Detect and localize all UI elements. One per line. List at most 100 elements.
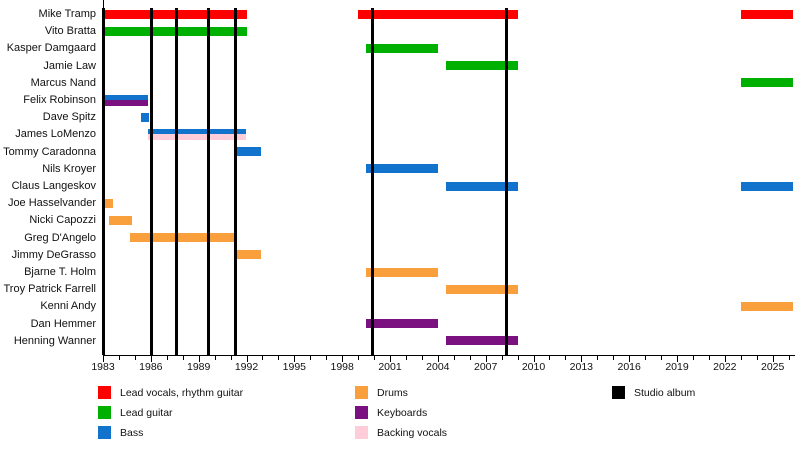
timeline-bar [445,284,518,294]
x-axis-tick [437,355,439,362]
legend-label: Backing vocals [377,426,448,439]
studio-album-line [371,8,375,355]
x-axis-tick [198,355,200,362]
x-axis-minor-tick [421,355,423,360]
x-axis-minor-tick [326,355,328,360]
timeline-bar [109,215,132,225]
legend-swatch-studio_album [612,386,625,399]
x-axis-minor-tick [565,355,567,360]
timeline-bar [103,9,247,19]
legend-swatch-drums [355,386,368,399]
x-axis-minor-tick [310,355,312,360]
legend-label: Bass [120,426,144,439]
x-axis-minor-tick [613,355,615,360]
studio-album-line [234,8,238,355]
x-axis-tick-label: 2013 [569,361,594,373]
timeline-bar [130,233,236,243]
x-axis-minor-tick [549,355,551,360]
timeline-bar [103,100,148,106]
plot-area [103,0,795,355]
member-label: Dan Hemmer [30,317,96,330]
x-axis-minor-tick [262,355,264,360]
x-axis-tick-label: 1983 [91,361,115,373]
x-axis-tick [246,355,248,362]
x-axis-tick [629,355,631,362]
timeline-bar [366,164,438,174]
legend-item: Bass [98,426,143,439]
x-axis-minor-tick [405,355,407,360]
x-axis-minor-tick [166,355,168,360]
x-axis-tick [772,355,774,362]
timeline-bar [445,336,518,346]
x-axis-tick [581,355,583,362]
x-axis-tick [150,355,152,362]
studio-album-line [505,8,509,355]
member-label: Bjarne T. Holm [24,266,96,278]
timeline-bar [147,128,247,135]
member-label: Jimmy DeGrasso [11,248,96,261]
x-axis-tick-label: 2019 [665,361,689,373]
x-axis-tick [103,355,104,362]
x-axis-tick-label: 1995 [282,361,307,373]
x-axis-tick-label: 2010 [521,361,546,373]
legend-item: Lead guitar [98,406,173,419]
x-axis-tick-label: 1986 [139,361,163,373]
x-axis-tick-label: 1992 [234,361,259,373]
x-axis-tick-label: 2007 [473,361,498,373]
x-axis-minor-tick [214,355,216,360]
x-axis-tick-label: 2022 [713,361,737,373]
legend-swatch-backing_vocals [355,426,368,439]
member-label: Troy Patrick Farrell [3,283,97,296]
legend-swatch-keyboards [355,406,368,419]
x-axis-tick-label: 2016 [617,361,641,373]
x-axis-minor-tick [358,355,360,360]
timeline-bar [235,250,261,260]
x-axis-tick-label: 1998 [330,361,354,373]
timeline-bar [103,198,113,208]
studio-album-line [175,8,179,355]
legend-item: Drums [355,386,408,399]
legend-label: Drums [377,386,408,399]
x-axis-tick-label: 2004 [426,361,450,373]
x-axis-minor-tick [278,355,280,360]
chart-area: Mike Tramp Vito Bratta Kasper Damgaard Jami… [3,0,795,373]
member-label: Henning Wanner [13,334,96,347]
studio-album-line [207,8,211,355]
studio-album-line [102,8,105,355]
studio-album-line [149,8,153,355]
member-label: Jamie Law [43,59,96,72]
x-axis-minor-tick [708,355,710,360]
x-axis-tick [677,355,678,362]
member-label: Claus Langeskov [11,180,96,192]
x-axis-minor-tick [118,355,120,360]
timeline-bar [366,267,438,277]
x-axis-tick [294,355,296,362]
x-axis-minor-tick [661,355,663,360]
legend-label: Lead guitar [120,406,173,419]
x-axis-line [103,355,795,356]
timeline-bar [740,78,794,88]
x-axis-minor-tick [788,355,790,360]
legend-label: Keyboards [377,406,428,419]
member-label: Felix Robinson [23,94,96,106]
x-axis-minor-tick [469,355,471,360]
member-label: Mike Tramp [38,8,96,20]
x-axis-minor-tick [134,355,136,360]
timeline-bar [445,181,518,191]
x-axis-tick [533,355,535,362]
legend-item: Studio album [612,386,695,399]
member-label: Tommy Caradonna [3,145,96,158]
legend-swatch-bass [98,426,111,439]
timeline-bar [141,112,150,122]
x-axis-minor-tick [374,355,376,360]
x-axis-minor-tick [230,355,232,360]
timeline-bar [147,134,247,140]
x-axis-minor-tick [756,355,758,360]
x-axis-minor-tick [182,355,184,360]
legend-item: Keyboards [355,406,427,419]
x-axis-tick [724,355,726,362]
chart-legend: Lead vocals, rhythm guitar Lead guitar Bas… [0,386,800,450]
x-axis-tick [485,355,487,362]
x-axis-tick [390,355,391,362]
